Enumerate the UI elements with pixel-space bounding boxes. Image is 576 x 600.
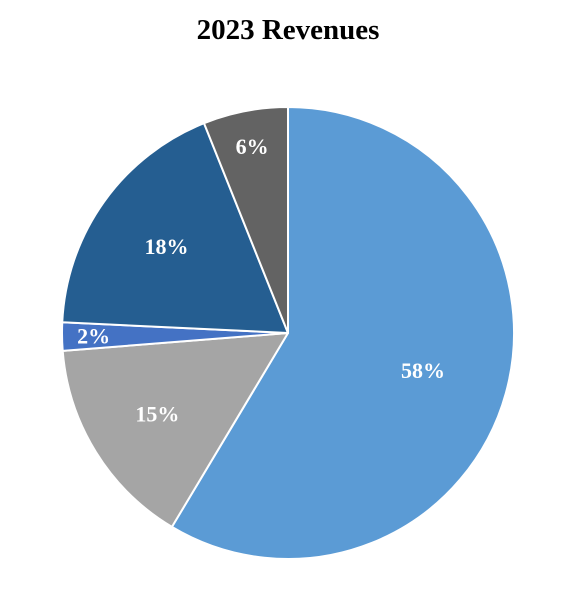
pie-slice-58 xyxy=(170,106,515,560)
pie-labels: 58% 15% 2% 18% 6% xyxy=(77,134,445,426)
slice-label-6: 6% xyxy=(236,134,269,159)
pie-slice-15 xyxy=(61,332,289,528)
pie-slices xyxy=(61,106,515,560)
chart-title: 2023 Revenues xyxy=(196,14,380,46)
pie-slice-18 xyxy=(61,122,289,334)
slice-label-58: 58% xyxy=(401,358,445,383)
slice-label-18: 18% xyxy=(145,234,189,259)
pie-slice-6 xyxy=(203,106,289,334)
slice-label-2: 2% xyxy=(77,324,110,349)
slice-label-15: 15% xyxy=(135,402,179,427)
